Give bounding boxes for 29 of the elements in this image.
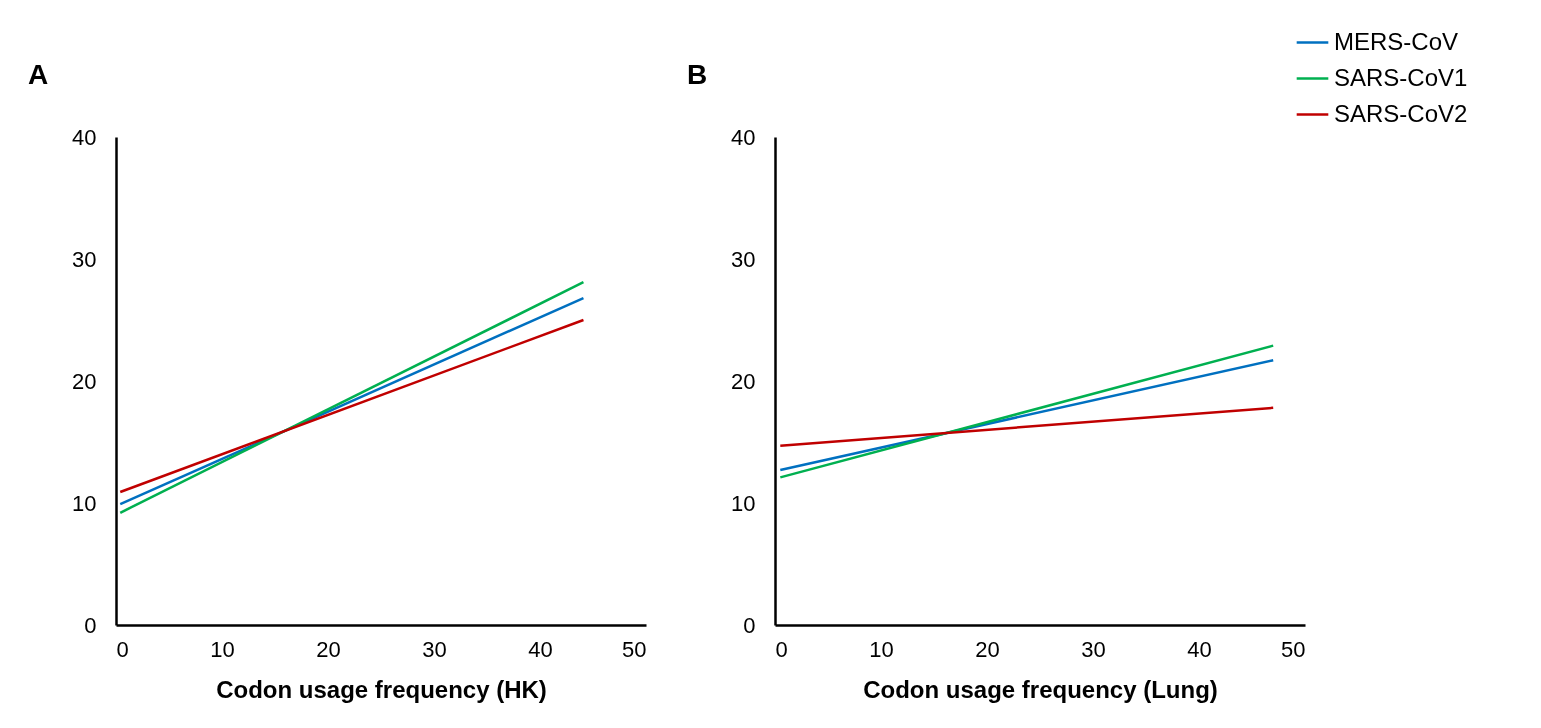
y-tick-label: 40 [72,124,97,150]
x-tick-label: 40 [1187,636,1212,662]
x-axis-title: Codon usage frequency (HK) [216,675,547,703]
y-tick-label: 30 [72,246,97,272]
x-tick-label: 20 [316,636,341,662]
x-tick-label: 40 [528,636,553,662]
x-tick-label: 10 [869,636,894,662]
x-tick-label: 0 [116,636,129,662]
y-tick-label: 30 [731,246,756,272]
y-tick-label: 40 [731,124,756,150]
x-tick-label: 0 [775,636,788,662]
x-tick-label: 20 [975,636,1000,662]
y-tick-label: 0 [84,612,97,638]
y-tick-label: 10 [72,490,97,516]
legend-label: SARS-CoV1 [1334,63,1468,91]
x-tick-label: 10 [210,636,235,662]
x-tick-label: 30 [422,636,447,662]
legend-label: MERS-CoV [1334,27,1459,55]
x-tick-label: 30 [1081,636,1106,662]
x-axis-title: Codon usage frequency (Lung) [863,675,1218,703]
y-tick-label: 0 [743,612,756,638]
y-tick-label: 10 [731,490,756,516]
chart-title: A [28,59,49,90]
y-tick-label: 20 [72,368,97,394]
legend-label: SARS-CoV2 [1334,99,1468,127]
x-tick-label: 50 [1281,636,1306,662]
y-tick-label: 20 [731,368,756,394]
x-tick-label: 50 [622,636,647,662]
chart-title: B [687,59,708,90]
